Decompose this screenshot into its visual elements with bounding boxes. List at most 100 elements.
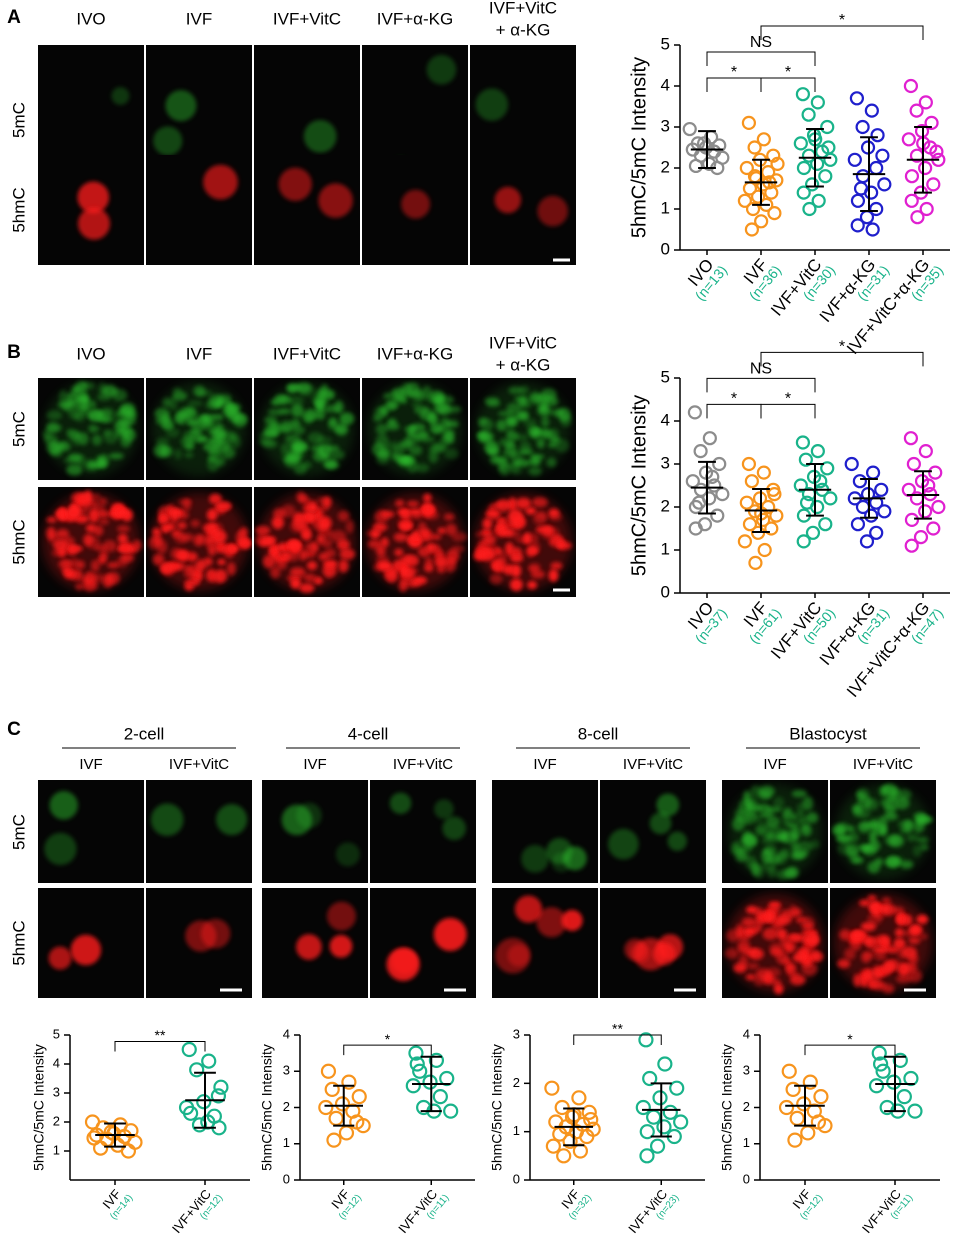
nucleus (326, 444, 340, 452)
nucleus (433, 425, 445, 433)
nucleus (53, 539, 68, 552)
image-content (185, 918, 231, 952)
data-point (865, 222, 880, 237)
nucleus (782, 819, 792, 827)
nucleus (532, 512, 547, 526)
data-point (737, 193, 752, 208)
nucleus (506, 402, 522, 415)
nucleus (443, 513, 455, 521)
nucleus (429, 533, 442, 540)
y-tick-label: 1 (513, 1123, 520, 1138)
nucleus (806, 812, 819, 824)
nucleus (518, 449, 534, 456)
cell (434, 799, 454, 819)
nucleus (116, 508, 128, 517)
micrograph (362, 155, 468, 265)
nucleus (173, 448, 183, 460)
nucleus (61, 566, 72, 575)
y-tick-label: 1 (661, 539, 670, 558)
nucleus (161, 523, 176, 531)
group-label: IVF+VitC (393, 756, 453, 773)
nucleus (156, 437, 170, 446)
data-point (749, 171, 764, 186)
data-point (796, 534, 811, 549)
nucleus (868, 840, 881, 852)
nucleus (761, 849, 773, 863)
nucleus (394, 395, 406, 403)
cell (326, 901, 357, 931)
data-point (103, 1124, 119, 1140)
data-point (639, 1124, 655, 1140)
nucleus (792, 849, 809, 858)
nucleus (527, 580, 538, 590)
nucleus (56, 528, 70, 539)
cell (77, 181, 110, 214)
nucleus (407, 426, 416, 437)
y-tick-label: 3 (53, 1084, 60, 1099)
significance-label: ** (155, 1027, 166, 1043)
nucleus (208, 545, 217, 556)
nucleus (339, 548, 356, 560)
y-tick-label: 2 (53, 1113, 60, 1128)
nucleus (445, 523, 457, 536)
nucleus (87, 423, 97, 433)
data-point (928, 465, 943, 480)
nucleus (920, 843, 929, 851)
nucleus (68, 411, 82, 420)
y-tick-label: 2 (743, 1099, 750, 1114)
nucleus (802, 796, 814, 811)
y-axis-title: 5hmC/5mC Intensity (489, 1044, 505, 1171)
nucleus (789, 969, 799, 979)
nucleus (539, 401, 549, 413)
significance-label: * (731, 64, 737, 81)
image-content (389, 792, 467, 841)
micrograph (370, 780, 476, 883)
data-point (691, 495, 707, 510)
data-point (865, 465, 881, 480)
nucleus (875, 953, 887, 961)
data-point (712, 456, 727, 472)
data-point (669, 1080, 685, 1096)
nucleus (165, 427, 180, 438)
nucleus (797, 840, 813, 853)
nucleus (280, 442, 296, 455)
nucleus (301, 529, 312, 541)
nucleus (323, 404, 339, 413)
nucleus (551, 408, 565, 417)
data-point (820, 461, 835, 476)
nucleus (337, 539, 350, 551)
significance-label: * (785, 64, 791, 81)
nucleus (116, 546, 133, 553)
nucleus (837, 959, 851, 969)
nucleus (66, 505, 82, 519)
nucleus (229, 544, 240, 553)
nucleus (262, 554, 276, 569)
nucleus (792, 811, 806, 824)
nucleus (906, 833, 919, 842)
data-point (351, 1089, 367, 1105)
image-content (44, 791, 78, 866)
micrograph (830, 780, 936, 883)
nucleus (486, 400, 501, 408)
nucleus (873, 946, 887, 955)
row-label: 5hmC (9, 519, 28, 564)
nucleus (375, 545, 386, 557)
image-content (473, 493, 572, 592)
nucleus (519, 385, 529, 396)
data-point (767, 206, 782, 221)
cell (150, 803, 184, 837)
data-point (871, 1045, 887, 1061)
data-point (439, 1070, 455, 1087)
nucleus (402, 555, 419, 565)
nucleus (518, 400, 532, 409)
nucleus (292, 425, 306, 435)
y-tick-label: 0 (283, 1171, 290, 1186)
nucleus (157, 539, 168, 554)
nucleus (75, 583, 84, 591)
nucleus (172, 387, 183, 394)
nucleus (207, 457, 220, 472)
data-point (877, 177, 892, 192)
data-point (802, 201, 817, 217)
data-point (191, 1117, 208, 1133)
nucleus (745, 855, 757, 870)
